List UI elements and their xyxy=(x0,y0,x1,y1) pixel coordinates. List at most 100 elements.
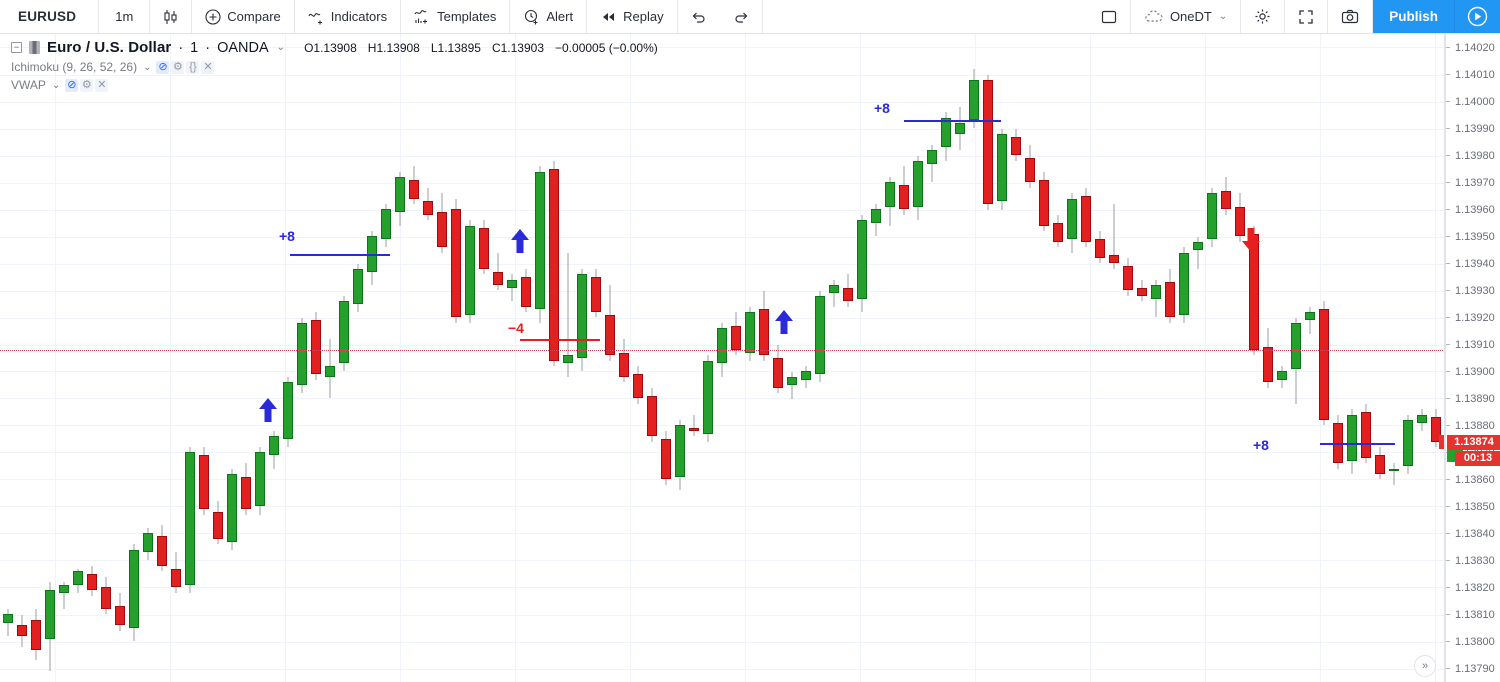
buy-arrow-3-icon[interactable] xyxy=(774,310,794,335)
candle-body-bearish xyxy=(773,358,783,388)
signal-minus-4-label[interactable]: −4 xyxy=(508,320,524,336)
signal-plus-8-mid-line[interactable] xyxy=(904,120,1001,122)
candle-body-bearish xyxy=(423,201,433,215)
candlestick xyxy=(297,317,307,394)
candle-wick xyxy=(1309,306,1311,334)
candle-body-bullish xyxy=(955,123,965,134)
candlestick xyxy=(843,274,853,307)
ohlc-low: L1.13895 xyxy=(430,40,481,55)
symbol-legend-row: − Euro / U.S. Dollar · 1 · OANDA ⌄ O1.13… xyxy=(0,34,1445,56)
candle-body-bearish xyxy=(605,314,615,356)
candle-body-bullish xyxy=(1417,414,1427,423)
price-axis-tick: 1.14000 xyxy=(1446,95,1500,109)
interval-button[interactable]: 1m xyxy=(99,0,151,33)
signal-plus-8-left-label[interactable]: +8 xyxy=(279,228,295,244)
signal-plus-8-mid-label[interactable]: +8 xyxy=(874,100,890,116)
settings-button-icon[interactable]: ⚙ xyxy=(80,78,94,92)
fullscreen-button[interactable] xyxy=(1285,0,1329,33)
candlestick xyxy=(325,339,335,399)
indicator-legend-0: Ichimoku (9, 26, 52, 26) ⌄ ⊘ ⚙{} ✕ xyxy=(0,56,1445,74)
candlestick xyxy=(283,376,293,448)
candlestick xyxy=(983,74,993,210)
chevron-down-icon[interactable]: ⌄ xyxy=(143,61,152,73)
account-button[interactable]: OneDT ⌄ xyxy=(1131,0,1242,33)
candle-body-bearish xyxy=(115,606,125,626)
snapshot-button[interactable] xyxy=(1328,0,1374,33)
candle-body-bullish xyxy=(1403,420,1413,466)
signal-plus-8-left-line[interactable] xyxy=(290,254,390,256)
candlestick xyxy=(339,295,349,372)
candlestick xyxy=(73,568,83,593)
candlestick xyxy=(101,576,111,615)
buy-arrow-2-icon[interactable] xyxy=(510,229,530,254)
replay-label: Replay xyxy=(623,9,664,24)
candlestick xyxy=(997,128,1007,210)
chart-type-button[interactable] xyxy=(150,0,193,33)
candle-body-bearish xyxy=(689,428,699,431)
publish-button[interactable]: Publish xyxy=(1373,0,1455,33)
ohlc-high: H1.13908 xyxy=(367,40,420,55)
replay-icon xyxy=(600,10,617,24)
chevron-down-icon[interactable]: ⌄ xyxy=(51,79,61,91)
layout-button[interactable] xyxy=(1088,0,1131,33)
signal-plus-8-right-label[interactable]: +8 xyxy=(1253,437,1269,453)
candlestick xyxy=(647,387,657,442)
redo-button[interactable] xyxy=(720,0,763,33)
source-code-button-icon[interactable]: {} xyxy=(186,60,200,74)
indicators-button[interactable]: Indicators xyxy=(295,0,402,33)
templates-button[interactable]: Templates xyxy=(401,0,511,33)
indicator-name[interactable]: Ichimoku (9, 26, 52, 26) xyxy=(11,60,138,74)
compare-label: Compare xyxy=(227,9,281,24)
price-axis-tick: 1.14010 xyxy=(1446,68,1500,82)
candle-body-bearish xyxy=(1095,239,1105,259)
interval-label: 1m xyxy=(115,9,134,24)
candle-body-bullish xyxy=(1389,468,1399,472)
candle-body-bullish xyxy=(1179,252,1189,315)
candlestick xyxy=(1403,414,1413,475)
templates-label: Templates xyxy=(437,9,497,24)
candlestick xyxy=(17,614,27,647)
candlestick xyxy=(451,198,461,323)
indicator-name[interactable]: VWAP xyxy=(11,78,46,92)
alert-button[interactable]: Alert xyxy=(510,0,588,33)
buy-arrow-1-icon[interactable] xyxy=(258,398,278,423)
grid-line-horizontal xyxy=(0,479,1445,480)
candle-body-bullish xyxy=(3,614,13,623)
candle-body-bearish xyxy=(1137,287,1147,296)
candlestick xyxy=(1375,447,1385,480)
signal-plus-8-right-line[interactable] xyxy=(1320,443,1395,445)
candlestick xyxy=(395,171,405,226)
collapse-legend-button[interactable]: − xyxy=(11,42,22,53)
candle-body-bearish xyxy=(437,212,447,248)
chevron-down-icon[interactable]: ⌄ xyxy=(276,42,286,53)
settings-button[interactable] xyxy=(1241,0,1286,33)
symbol-search-button[interactable]: EURUSD xyxy=(0,0,100,33)
candlestick xyxy=(1137,279,1147,302)
candlestick xyxy=(1193,236,1203,269)
toolbar-spacer xyxy=(763,0,1088,33)
page-title[interactable]: Euro / U.S. Dollar xyxy=(47,39,172,56)
undo-button[interactable] xyxy=(678,0,720,33)
grid-line-horizontal xyxy=(0,264,1445,265)
remove-button-icon[interactable]: ✕ xyxy=(95,78,109,92)
go-to-realtime-button[interactable]: » xyxy=(1414,655,1436,677)
candle-wick xyxy=(791,371,793,399)
settings-button-icon[interactable]: ⚙ xyxy=(171,60,185,74)
visibility-toggle-icon[interactable]: ⊘ xyxy=(156,60,170,74)
candle-body-bullish xyxy=(801,371,811,380)
candlestick xyxy=(871,204,881,237)
price-axis[interactable]: 1.14020 1.14010 1.14000 1.13990 1.13980 1.139… xyxy=(1445,34,1500,682)
visibility-toggle-icon[interactable]: ⊘ xyxy=(65,78,79,92)
remove-button-icon[interactable]: ✕ xyxy=(201,60,215,74)
sell-arrow-1-icon[interactable] xyxy=(1241,228,1261,253)
play-button[interactable] xyxy=(1455,0,1500,33)
fullscreen-icon xyxy=(1298,9,1314,25)
candle-body-bullish xyxy=(283,382,293,439)
candle-wick xyxy=(63,582,65,610)
compare-button[interactable]: Compare xyxy=(192,0,295,33)
chart-canvas[interactable]: +8 −4 +8 +8 xyxy=(0,34,1445,682)
candlestick xyxy=(1319,301,1329,426)
candlestick xyxy=(535,166,545,323)
replay-button[interactable]: Replay xyxy=(587,0,678,33)
signal-minus-4-line[interactable] xyxy=(520,339,600,341)
